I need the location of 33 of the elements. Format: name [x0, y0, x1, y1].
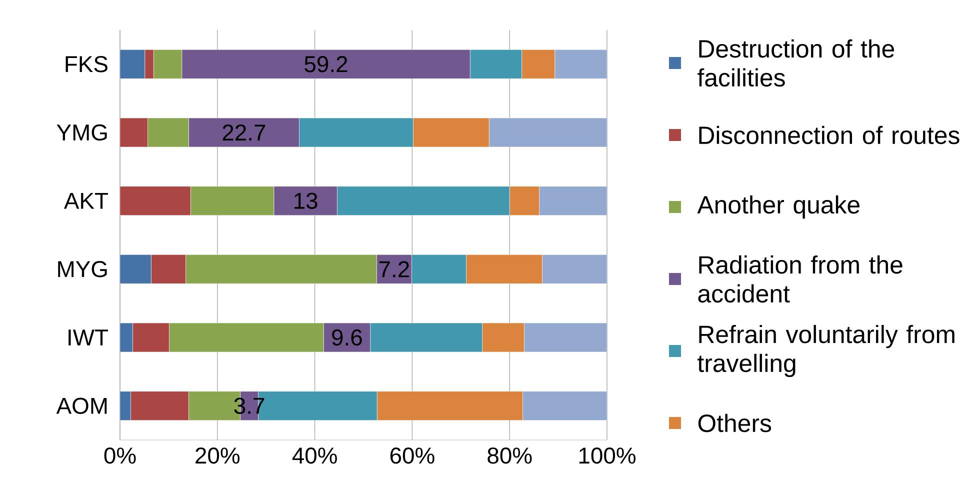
data-label: 22.7 [222, 124, 266, 140]
bar [144, 50, 154, 79]
x-tick-label: 60% [390, 448, 434, 464]
data-label: 13 [294, 192, 318, 209]
legend-label: Destruction of the facilities [698, 39, 894, 87]
bar [120, 118, 148, 148]
bar [132, 322, 170, 352]
legend-label: Others [698, 414, 772, 432]
legend-label: Disconnection of routes [699, 126, 960, 144]
data-label: 59.2 [304, 56, 348, 72]
bar [120, 186, 191, 216]
y-tick-label: AOM [56, 398, 107, 414]
bar [130, 391, 189, 420]
x-tick-label: 40% [292, 448, 337, 464]
legend-label: Radiation from the accident [698, 255, 902, 303]
bar [151, 254, 186, 284]
bar [120, 323, 133, 352]
x-tick-label: 20% [196, 448, 240, 464]
data-label: 7.2 [379, 261, 409, 278]
y-tick-label: YMG [56, 124, 107, 141]
data-label: 9.6 [332, 329, 362, 346]
legend-label: Another quake [697, 195, 860, 219]
bar [120, 391, 131, 420]
legend-label: Refrain voluntarily from travelling [698, 324, 954, 378]
bar [120, 50, 145, 79]
y-tick-label: FKS [66, 56, 108, 72]
bar [120, 254, 152, 284]
x-tick-label: 80% [488, 448, 532, 464]
y-tick-label: MYG [58, 261, 107, 278]
y-tick-label: AKT [64, 192, 108, 209]
y-tick-label: IWT [68, 330, 108, 346]
x-tick-label: 0% [104, 448, 136, 464]
x-tick-label: 100% [579, 448, 636, 464]
